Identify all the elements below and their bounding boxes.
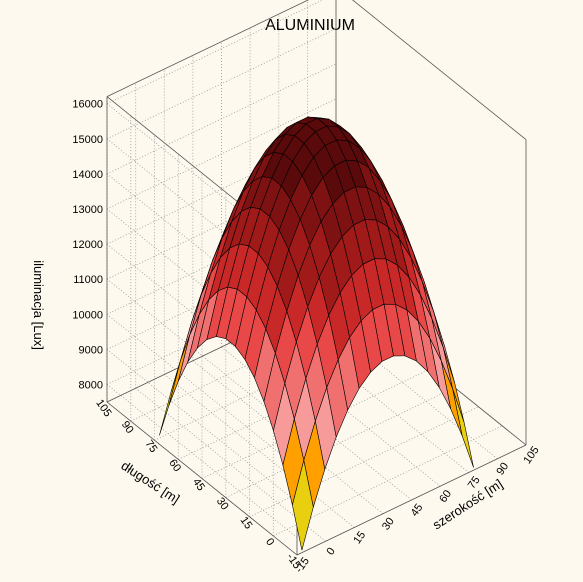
- x-tick-label: 30: [380, 516, 397, 533]
- grid-line: [106, 203, 337, 315]
- surface-cell: [292, 460, 314, 551]
- box-edge: [352, 0, 527, 140]
- x-tick-label: 45: [409, 502, 426, 519]
- box-edge: [106, 0, 310, 97]
- grid-line: [273, 425, 503, 537]
- grid-line: [106, 98, 337, 210]
- z-tick-label: 8000: [79, 379, 103, 391]
- chart-ticks: 8000900010000110001200013000140001500016…: [72, 99, 541, 576]
- chart-surface: [159, 116, 474, 551]
- box-edge: [106, 401, 298, 556]
- z-tick-label: 13000: [72, 204, 103, 216]
- grid-line: [106, 274, 337, 385]
- y-tick-label: 60: [166, 457, 183, 474]
- grid-line: [106, 238, 337, 350]
- z-tick-label: 10000: [72, 309, 103, 321]
- x-tick-label: 105: [521, 444, 541, 466]
- grid-line: [106, 63, 337, 175]
- y-tick-label: 75: [143, 438, 160, 455]
- grid-line: [106, 133, 337, 245]
- x-tick-label: 0: [324, 546, 337, 558]
- grid-line: [201, 368, 432, 479]
- z-tick-label: 15000: [72, 134, 103, 146]
- chart-title: ALUMINIUM: [265, 17, 355, 34]
- z-tick-label: 12000: [72, 239, 103, 251]
- z-tick-label: 9000: [79, 344, 103, 356]
- z-tick-label: 11000: [73, 274, 103, 286]
- x-tick-label: 75: [466, 474, 483, 491]
- grid-line: [225, 387, 455, 498]
- grid-line: [106, 0, 324, 105]
- grid-line: [249, 406, 479, 518]
- surface-cell: [168, 334, 191, 406]
- x-tick-label: 90: [494, 461, 511, 478]
- grid-line: [154, 329, 384, 441]
- grid-line: [178, 348, 408, 460]
- x-tick-label: 60: [437, 488, 454, 505]
- y-tick-label: 30: [214, 495, 231, 512]
- grid-line: [106, 28, 337, 140]
- z-tick-label: 14000: [72, 169, 103, 181]
- z-axis-label: iluminacja [Lux]: [31, 260, 46, 350]
- box-edge: [296, 444, 527, 556]
- y-tick-label: 0: [263, 536, 276, 548]
- y-tick-label: 45: [190, 476, 207, 493]
- y-tick-label: 15: [238, 515, 255, 532]
- grid-line: [106, 168, 337, 280]
- y-tick-label: 90: [119, 419, 136, 436]
- z-tick-label: 16000: [72, 99, 103, 111]
- x-tick-label: 15: [351, 529, 368, 546]
